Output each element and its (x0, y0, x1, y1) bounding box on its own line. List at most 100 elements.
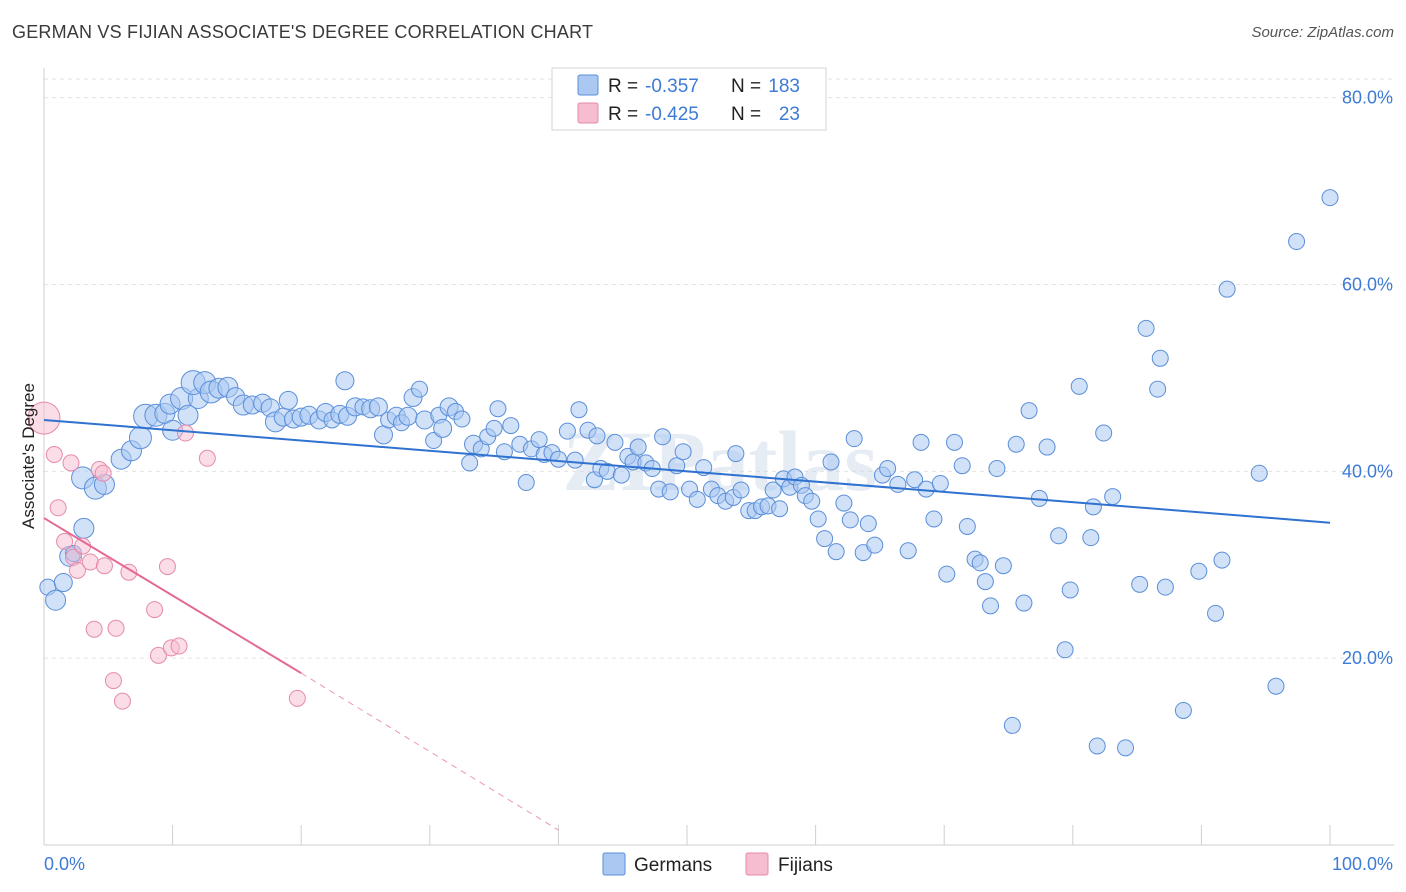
data-point-germans (1117, 739, 1135, 757)
data-point-fijians (85, 620, 103, 638)
data-point-fijians (104, 672, 122, 690)
y-tick-label: 60.0% (1342, 275, 1393, 295)
legend-r-value: -0.425 (645, 104, 699, 125)
source-label: Source: ZipAtlas.com (1251, 24, 1394, 41)
axes (43, 68, 1394, 846)
legend-n-value: 23 (779, 104, 800, 125)
legend-n-label: N = (731, 76, 761, 97)
data-point-germans (688, 490, 706, 508)
data-point-germans (661, 483, 679, 501)
data-point-germans (558, 422, 576, 440)
data-point-germans (899, 542, 917, 560)
x-tick-label: 100.0% (1332, 854, 1393, 874)
data-point-germans (845, 430, 863, 448)
data-point-germans (1218, 280, 1236, 298)
data-point-fijians (170, 637, 188, 655)
data-point-germans (988, 460, 1006, 478)
data-point-germans (1088, 737, 1106, 755)
data-point-germans (570, 401, 588, 419)
legend-n-label: N = (731, 104, 761, 125)
data-point-fijians (288, 689, 306, 707)
data-point-germans (1190, 562, 1208, 580)
data-point-fijians (146, 601, 164, 619)
chart-title: GERMAN VS FIJIAN ASSOCIATE'S DEGREE CORR… (12, 22, 594, 42)
data-point-germans (629, 438, 647, 456)
data-point-fijians (176, 424, 194, 442)
data-point-germans (981, 597, 999, 615)
data-point-fijians (27, 401, 61, 435)
data-point-germans (1174, 701, 1192, 719)
data-point-germans (1050, 527, 1068, 545)
y-axis-title: Associate's Degree (19, 383, 38, 529)
data-point-fijians (107, 619, 125, 637)
data-point-germans (938, 565, 956, 583)
data-point-germans (566, 451, 584, 469)
data-point-germans (1082, 529, 1100, 547)
data-point-germans (1149, 380, 1167, 398)
data-point-germans (803, 492, 821, 510)
data-point-germans (1151, 349, 1169, 367)
data-point-fijians (198, 449, 216, 467)
data-point-germans (835, 494, 853, 512)
bottom-legend-swatch-germans (602, 852, 626, 876)
data-point-germans (1061, 581, 1079, 599)
data-point-germans (433, 418, 453, 438)
data-point-germans (278, 390, 298, 410)
trend-line-fijians-extension (300, 672, 559, 831)
data-point-germans (1104, 488, 1122, 506)
data-point-germans (1007, 435, 1025, 453)
data-point-germans (827, 543, 845, 561)
series-fijians (27, 401, 306, 710)
data-point-fijians (113, 692, 131, 710)
bottom-legend: Germans Fijians (602, 852, 833, 876)
legend-box: R = -0.357 N = 183 R = -0.425 N = 23 (551, 67, 827, 131)
data-point-germans (374, 425, 394, 445)
data-point-germans (73, 517, 95, 539)
data-point-germans (588, 427, 606, 445)
data-point-germans (1137, 319, 1155, 337)
data-point-germans (976, 573, 994, 591)
x-tick-labels: 0.0% 100.0% (44, 854, 1393, 874)
data-point-germans (485, 419, 503, 437)
y-tick-label: 20.0% (1342, 648, 1393, 668)
data-point-germans (809, 510, 827, 528)
trend-line-germans (43, 418, 1331, 524)
data-point-germans (411, 380, 429, 398)
data-point-germans (822, 453, 840, 471)
x-tick-label: 0.0% (44, 854, 85, 874)
data-point-fijians (56, 532, 74, 550)
data-point-germans (1003, 716, 1021, 734)
data-point-germans (453, 410, 471, 428)
data-point-germans (958, 517, 976, 535)
data-point-germans (398, 406, 418, 426)
trend-line-fijians (43, 517, 302, 674)
data-point-germans (53, 573, 73, 593)
data-point-germans (931, 474, 949, 492)
data-point-germans (994, 557, 1012, 575)
data-point-germans (841, 511, 859, 529)
data-point-germans (128, 426, 152, 450)
data-point-germans (945, 433, 963, 451)
data-point-germans (732, 481, 750, 499)
data-point-germans (461, 454, 479, 472)
data-point-fijians (68, 561, 86, 579)
legend-n-value: 183 (768, 76, 800, 97)
data-point-germans (612, 466, 630, 484)
data-point-germans (549, 450, 567, 468)
legend-r-label: R = (608, 76, 638, 97)
data-point-germans (530, 431, 548, 449)
y-tick-label: 40.0% (1342, 461, 1393, 481)
data-point-germans (879, 460, 897, 478)
data-point-germans (502, 417, 520, 435)
bottom-legend-germans: Germans (634, 855, 712, 876)
data-point-germans (1213, 551, 1231, 569)
data-point-germans (866, 536, 884, 554)
legend-swatch-germans (577, 74, 599, 96)
data-point-fijians (49, 499, 67, 517)
data-point-germans (1321, 189, 1339, 207)
data-point-fijians (81, 553, 99, 571)
data-point-germans (45, 589, 67, 611)
data-point-germans (971, 554, 989, 572)
data-point-germans (1288, 233, 1306, 251)
data-point-fijians (158, 558, 176, 576)
